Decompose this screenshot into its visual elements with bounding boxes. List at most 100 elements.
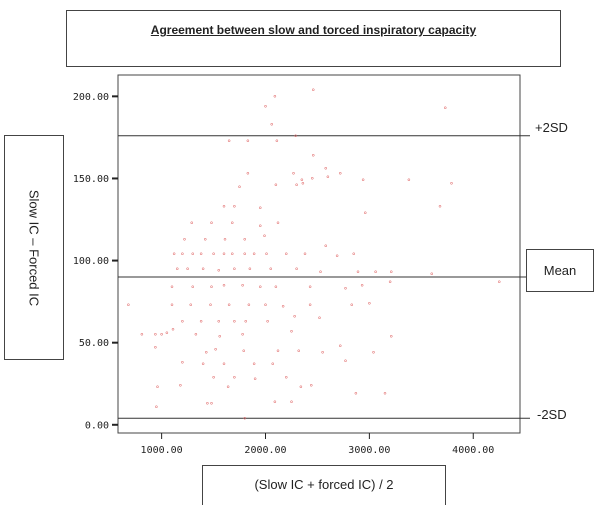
data-point: ° <box>264 303 268 312</box>
data-point: ° <box>352 252 356 261</box>
data-point: ° <box>319 270 323 279</box>
data-point: ° <box>232 319 236 328</box>
lower-sd-label: -2SD <box>537 407 567 422</box>
data-point: ° <box>170 303 174 312</box>
data-point: ° <box>407 178 411 187</box>
data-point: ° <box>227 303 231 312</box>
data-point: ° <box>172 252 176 261</box>
data-point: ° <box>243 416 247 425</box>
data-point: ° <box>155 385 159 394</box>
y-tick-label: 0.00 <box>85 420 109 431</box>
data-point: ° <box>360 283 364 292</box>
data-point: ° <box>246 171 250 180</box>
data-point: ° <box>311 153 315 162</box>
data-point: ° <box>252 362 256 371</box>
data-point: ° <box>262 234 266 243</box>
data-point: ° <box>199 252 203 261</box>
data-point: ° <box>372 350 376 359</box>
data-point: ° <box>232 266 236 275</box>
data-point: ° <box>243 237 247 246</box>
data-point: ° <box>274 284 278 293</box>
data-point: ° <box>246 138 250 147</box>
data-point: ° <box>295 266 299 275</box>
data-point: ° <box>284 252 288 261</box>
data-point: ° <box>241 332 245 341</box>
x-tick-label: 1000.00 <box>141 445 183 456</box>
data-point: ° <box>170 284 174 293</box>
data-point: ° <box>180 319 184 328</box>
x-axis-label-box: (Slow IC + forced IC) / 2 <box>202 465 446 505</box>
plot-frame <box>117 74 521 434</box>
x-axis: 1000.00 2000.00 3000.00 4000.00 <box>141 433 494 456</box>
data-point: ° <box>154 404 158 413</box>
data-point: ° <box>321 350 325 359</box>
data-point: ° <box>253 376 257 385</box>
x-tick-label: 3000.00 <box>348 445 390 456</box>
data-point: ° <box>126 303 130 312</box>
data-point: ° <box>324 243 328 252</box>
data-point: ° <box>247 303 251 312</box>
data-point: ° <box>209 220 213 229</box>
data-point: ° <box>438 204 442 213</box>
data-point: ° <box>383 391 387 400</box>
data-point: ° <box>180 360 184 369</box>
data-point: ° <box>318 316 322 325</box>
data-point: ° <box>326 174 330 183</box>
data-point: ° <box>241 283 245 292</box>
title-box: Agreement between slow and torced inspir… <box>66 10 561 67</box>
data-point: ° <box>497 280 501 289</box>
data-point: ° <box>232 204 236 213</box>
data-point: ° <box>223 237 227 246</box>
data-point: ° <box>361 178 365 187</box>
data-point: ° <box>208 303 212 312</box>
data-point: ° <box>160 332 164 341</box>
data-point: ° <box>300 178 304 187</box>
data-point: ° <box>311 87 315 96</box>
data-point: ° <box>430 271 434 280</box>
data-point: ° <box>271 362 275 371</box>
data-point: ° <box>374 270 378 279</box>
data-point: ° <box>153 332 157 341</box>
data-point: ° <box>265 252 269 261</box>
x-tick-label: 4000.00 <box>452 445 494 456</box>
data-point: ° <box>244 319 248 328</box>
data-point: ° <box>212 375 216 384</box>
data-point: ° <box>363 211 367 220</box>
data-point: ° <box>238 184 242 193</box>
data-point: ° <box>276 220 280 229</box>
x-tick-label: 2000.00 <box>244 445 286 456</box>
mean-label: Mean <box>543 263 577 278</box>
upper-sd-label: +2SD <box>535 120 568 135</box>
data-point: ° <box>310 176 314 185</box>
data-point: ° <box>276 349 280 358</box>
data-point: ° <box>217 268 221 277</box>
data-point: ° <box>178 383 182 392</box>
data-point: ° <box>258 206 262 215</box>
data-point: ° <box>297 349 301 358</box>
data-point: ° <box>266 319 270 328</box>
data-point: ° <box>222 283 226 292</box>
y-axis-label-box: Slow IC – Forced IC <box>4 135 64 360</box>
data-point: ° <box>292 171 296 180</box>
data-point: ° <box>252 252 256 261</box>
data-point: ° <box>218 334 222 343</box>
data-point: ° <box>186 266 190 275</box>
data-point: ° <box>180 252 184 261</box>
data-point: ° <box>308 303 312 312</box>
y-tick-label: 150.00 <box>73 174 109 185</box>
data-point: ° <box>222 362 226 371</box>
mean-label-box: Mean <box>526 249 594 292</box>
data-point: ° <box>230 220 234 229</box>
data-point: ° <box>230 252 234 261</box>
data-point: ° <box>217 319 221 328</box>
data-point: ° <box>222 204 226 213</box>
data-point: ° <box>273 94 277 103</box>
data-point: ° <box>308 284 312 293</box>
data-point: ° <box>324 166 328 175</box>
chart-title: Agreement between slow and torced inspir… <box>150 23 477 37</box>
data-point: ° <box>389 270 393 279</box>
data-point: ° <box>189 303 193 312</box>
data-point: ° <box>232 375 236 384</box>
y-axis: 0.00 50.00 100.00 150.00 200.00 <box>73 92 118 431</box>
